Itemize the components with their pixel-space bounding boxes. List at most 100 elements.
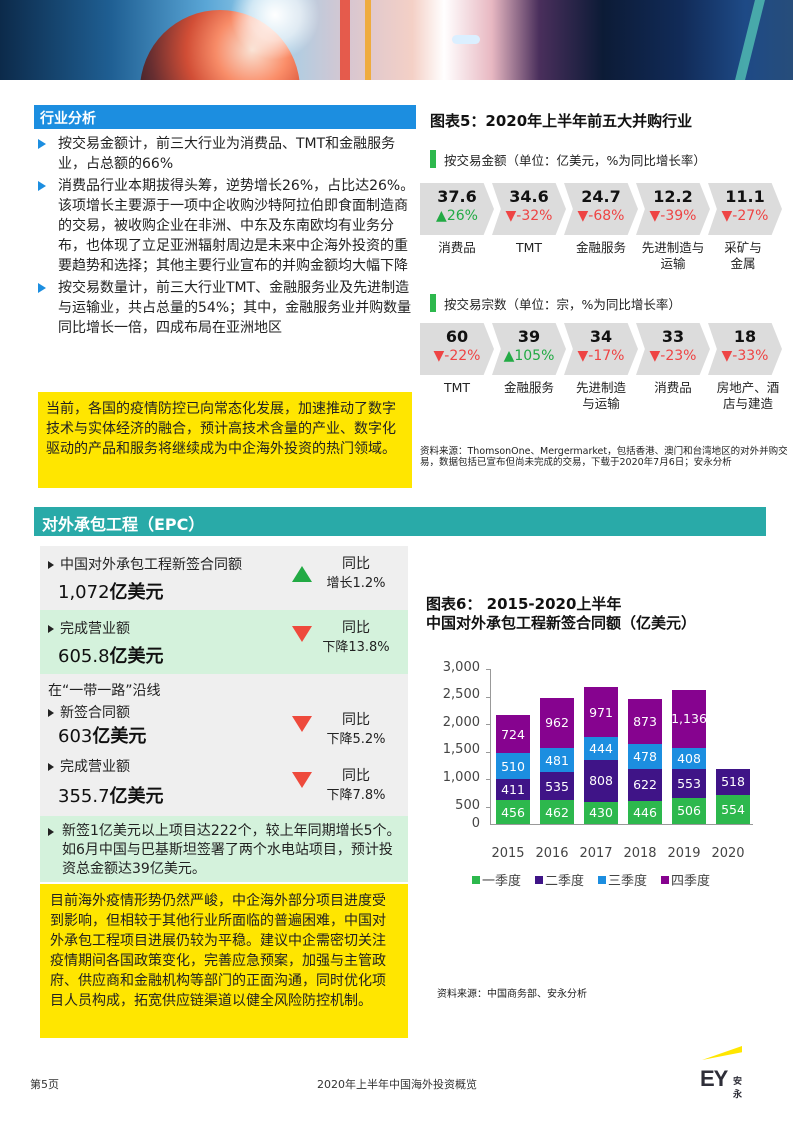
kpi-value-row: 1,072亿美元 xyxy=(58,578,164,604)
y-tick-label: 500 xyxy=(455,798,480,813)
legend-item: 四季度 xyxy=(661,870,710,889)
chart6-source-note: 资料来源：中国商务部、安永分析 xyxy=(437,989,587,1000)
bar-segment: 456 xyxy=(496,800,530,824)
bar-segment: 808 xyxy=(584,760,618,802)
bar-segment: 462 xyxy=(540,800,574,824)
legend-swatch xyxy=(598,875,607,884)
bar-segment: 622 xyxy=(628,768,662,801)
chevron-value: 39 xyxy=(517,327,541,346)
yoy-value: 下降13.8% xyxy=(322,640,390,655)
chevron-item: 34.6 ▼-32% xyxy=(492,183,566,235)
ey-logo-text: EY xyxy=(700,1066,728,1091)
decor-light xyxy=(452,35,480,44)
industry-label: TMT xyxy=(443,380,471,395)
kpi-yoy: 同比 下降13.8% xyxy=(316,618,396,658)
list-item: 按交易金额计，前三大行业为消费品、TMT和金融服务业，占总额的66% xyxy=(34,134,416,174)
chart5-count-chevrons: 60 ▼-22% 39 ▲105% 34 ▼-17% 33 ▼-23% 18 ▼… xyxy=(420,323,790,375)
yoy-value: 下降5.2% xyxy=(326,732,386,747)
y-tick-label: 2,500 xyxy=(442,687,480,702)
chart6-title-line1: 图表6： 2015-2020上半年 xyxy=(426,595,622,613)
x-axis xyxy=(490,824,753,825)
ey-beam-icon xyxy=(702,1046,742,1060)
kpi-label-row: 中国对外承包工程新签合同额 xyxy=(48,554,242,574)
page-number: 第5页 xyxy=(30,1078,59,1091)
chevron-item: 34 ▼-17% xyxy=(564,323,638,375)
legend-item: 二季度 xyxy=(535,870,584,889)
projects-note-text: 新签1亿美元以上项目达222个，较上年同期增长5个。如6月中国与巴基斯坦签署了两… xyxy=(48,822,404,879)
bullet-triangle-icon xyxy=(48,561,54,569)
bar-segment: 535 xyxy=(540,772,574,801)
chevron-change: ▼-39% xyxy=(649,208,697,224)
chevron-value: 37.6 xyxy=(437,187,477,206)
kpi-value-row: 605.8亿美元 xyxy=(58,642,164,668)
chevron-change: ▼-22% xyxy=(433,348,481,364)
chevron-change: ▼-32% xyxy=(505,208,553,224)
bullet-triangle-icon xyxy=(48,828,54,836)
down-arrow-icon xyxy=(292,772,312,788)
belt-road-kpis: 在“一带一路”沿线 新签合同额 603亿美元 同比 下降5.2% 完成营业额 3… xyxy=(40,674,408,816)
y-tick-label: 3,000 xyxy=(442,660,480,675)
chart-legend: 一季度 二季度 三季度 四季度 xyxy=(472,870,710,889)
chevron-value: 24.7 xyxy=(581,187,621,206)
ey-logo: EY 安永 xyxy=(700,1046,750,1100)
list-item: 按交易数量计，前三大行业TMT、金融服务业及先进制造与运输业，共占总量的54%；… xyxy=(34,278,416,338)
chart5-value-chevrons: 37.6 ▲26% 34.6 ▼-32% 24.7 ▼-68% 12.2 ▼-3… xyxy=(420,183,790,235)
bar-segment: 510 xyxy=(496,752,530,780)
legend-label: 四季度 xyxy=(671,874,711,889)
kpi-label-row: 新签合同额 xyxy=(48,702,130,722)
bar-segment: 446 xyxy=(628,800,662,824)
x-tick-label: 2015 xyxy=(491,846,525,861)
chevron-change: ▲26% xyxy=(436,208,478,224)
y-tick xyxy=(486,752,490,753)
chevron-item: 24.7 ▼-68% xyxy=(564,183,638,235)
green-marker xyxy=(430,150,436,168)
green-marker xyxy=(430,294,436,312)
bar-segment: 481 xyxy=(540,747,574,773)
chevron-item: 37.6 ▲26% xyxy=(420,183,494,235)
industry-label: 采矿与金属 xyxy=(724,240,762,271)
chart5-title: 图表5：2020年上半年前五大并购行业 xyxy=(430,112,693,130)
bar-segment: 506 xyxy=(672,797,706,824)
industry-section-header: 行业分析 xyxy=(34,105,416,129)
industry-highlight-box: 当前，各国的疫情防控已向常态化发展，加速推动了数字技术与实体经济的融合，预计高技… xyxy=(38,392,412,488)
kpi-yoy: 同比 下降7.8% xyxy=(316,766,396,806)
bullet-text: 按交易金额计，前三大行业为消费品、TMT和金融服务业，占总额的66% xyxy=(58,136,396,172)
kpi-label: 完成营业额 xyxy=(60,759,130,775)
chevron-item: 33 ▼-23% xyxy=(636,323,710,375)
bar-segment: 430 xyxy=(584,801,618,824)
bar-segment: 724 xyxy=(496,715,530,753)
chevron-item: 39 ▲105% xyxy=(492,323,566,375)
bullet-triangle-icon xyxy=(38,181,46,191)
kpi-value: 603 xyxy=(58,726,93,747)
x-tick-label: 2018 xyxy=(623,846,657,861)
bar-segment: 444 xyxy=(584,737,618,761)
legend-swatch xyxy=(535,875,544,884)
decor-stripe xyxy=(340,0,350,80)
chart5-count-subtitle: 按交易宗数（单位：宗，%为同比增长率） xyxy=(430,294,681,313)
kpi-label: 中国对外承包工程新签合同额 xyxy=(60,557,242,573)
kpi-unit: 亿美元 xyxy=(109,786,164,807)
chevron-item: 18 ▼-33% xyxy=(708,323,782,375)
industry-bullet-list: 按交易金额计，前三大行业为消费品、TMT和金融服务业，占总额的66% 消费品行业… xyxy=(34,134,416,340)
bar-segment: 518 xyxy=(716,768,750,796)
yoy-label: 同比 xyxy=(342,712,370,728)
bullet-triangle-icon xyxy=(48,763,54,771)
kpi-value: 605.8 xyxy=(58,646,110,667)
chart6-title: 图表6： 2015-2020上半年 中国对外承包工程新签合同额（亿美元） xyxy=(426,595,696,633)
down-arrow-icon xyxy=(292,716,312,732)
kpi-value: 1,072 xyxy=(58,582,110,603)
x-tick-label: 2019 xyxy=(667,846,701,861)
epc-highlight-box: 目前海外疫情形势仍然严峻，中企海外部分项目进度受到影响，但相较于其他行业所面临的… xyxy=(40,884,408,1038)
chevron-value: 11.1 xyxy=(725,187,765,206)
y-tick-label: 1,500 xyxy=(442,742,480,757)
chevron-change: ▼-23% xyxy=(649,348,697,364)
yoy-value: 下降7.8% xyxy=(326,788,386,803)
y-tick xyxy=(486,724,490,725)
legend-label: 一季度 xyxy=(482,874,522,889)
legend-label: 三季度 xyxy=(608,874,648,889)
bar-segment: 554 xyxy=(716,795,750,824)
chart5-value-subtitle: 按交易金额（单位：亿美元，%为同比增长率） xyxy=(430,150,706,169)
industry-label: 房地产、酒店与建造 xyxy=(716,380,780,411)
bar-segment: 408 xyxy=(672,748,706,770)
industry-label: 金融服务 xyxy=(503,380,554,395)
